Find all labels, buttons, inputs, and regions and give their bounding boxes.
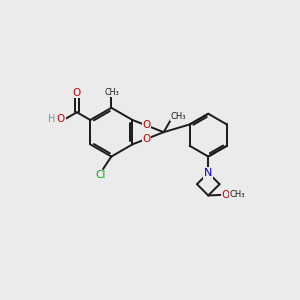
Text: O: O — [57, 114, 65, 124]
Text: CH₃: CH₃ — [105, 88, 120, 97]
Text: O: O — [142, 121, 151, 130]
Text: O: O — [142, 134, 151, 144]
Text: N: N — [204, 168, 212, 178]
Text: O: O — [221, 190, 230, 200]
Text: CH₃: CH₃ — [170, 112, 186, 121]
Text: H: H — [48, 114, 56, 124]
Text: Cl: Cl — [95, 170, 106, 180]
Text: O: O — [73, 88, 81, 98]
Text: CH₃: CH₃ — [230, 190, 245, 200]
